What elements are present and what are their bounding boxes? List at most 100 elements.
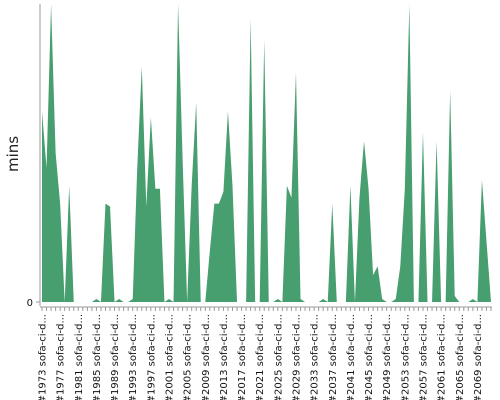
data-point <box>444 301 446 303</box>
data-point <box>422 131 424 133</box>
data-point <box>54 152 56 154</box>
data-point <box>177 3 179 5</box>
data-point <box>290 197 292 199</box>
data-point <box>132 298 134 300</box>
data-point <box>181 158 183 160</box>
data-point <box>399 265 401 267</box>
data-point <box>417 301 419 303</box>
data-point <box>281 301 283 303</box>
data-point <box>73 301 75 303</box>
data-point <box>327 301 329 303</box>
data-point <box>340 301 342 303</box>
x-tick-label: #2013 sofa-ci-d... <box>219 314 230 400</box>
data-point <box>317 301 319 303</box>
data-point <box>263 39 265 41</box>
data-point <box>349 185 351 187</box>
data-point <box>331 202 333 204</box>
data-point <box>227 110 229 112</box>
data-point <box>268 301 270 303</box>
data-point <box>231 185 233 187</box>
data-point <box>426 301 428 303</box>
data-point <box>82 301 84 303</box>
data-point <box>118 298 120 300</box>
data-point <box>286 185 288 187</box>
data-point <box>159 188 161 190</box>
data-point <box>249 18 251 20</box>
data-point <box>154 188 156 190</box>
x-tick-label: #1977 sofa-ci-d... <box>56 314 67 400</box>
x-tick-label: #2021 sofa-ci-d... <box>255 314 266 400</box>
x-tick-label: #2065 sofa-ci-d... <box>455 314 466 400</box>
data-point <box>385 301 387 303</box>
y-axis-title: mins <box>4 136 22 172</box>
x-tick-label: #2069 sofa-ci-d... <box>473 314 484 400</box>
data-point <box>186 301 188 303</box>
data-point <box>218 202 220 204</box>
data-point <box>408 3 410 5</box>
data-point <box>259 301 261 303</box>
data-point <box>45 167 47 169</box>
data-point <box>41 110 43 112</box>
x-tick-label: #2009 sofa-ci-d... <box>201 314 212 400</box>
data-point <box>136 167 138 169</box>
x-tick-label: #2025 sofa-ci-d... <box>273 314 284 400</box>
data-point <box>467 301 469 303</box>
x-tick-label: #2001 sofa-ci-d... <box>164 314 175 400</box>
data-point <box>113 301 115 303</box>
data-point <box>272 301 274 303</box>
data-point <box>209 250 211 252</box>
data-point <box>109 205 111 207</box>
data-point <box>222 191 224 193</box>
data-point <box>50 3 52 5</box>
data-point <box>122 301 124 303</box>
data-point <box>481 179 483 181</box>
x-tick-label: #2029 sofa-ci-d... <box>291 314 302 400</box>
data-point <box>63 301 65 303</box>
data-point <box>395 298 397 300</box>
data-point <box>59 202 61 204</box>
chart-plot-area <box>41 3 491 303</box>
x-tick-label: #1993 sofa-ci-d... <box>128 314 139 400</box>
data-point <box>213 202 215 204</box>
data-point <box>454 295 456 297</box>
y-axis-ticks: 0 <box>27 298 40 309</box>
data-point <box>195 101 197 103</box>
data-point <box>413 301 415 303</box>
data-point <box>345 301 347 303</box>
x-tick-label: #2045 sofa-ci-d... <box>364 314 375 400</box>
series-area <box>42 4 491 302</box>
x-axis-ticks: #1973 sofa-ci-d... #1977 sofa-ci-d... #198… <box>38 307 492 400</box>
data-point <box>77 301 79 303</box>
data-point <box>91 301 93 303</box>
data-point <box>449 89 451 91</box>
data-point <box>431 301 433 303</box>
data-point <box>435 140 437 142</box>
data-point <box>404 188 406 190</box>
data-point <box>172 301 174 303</box>
data-point <box>472 298 474 300</box>
data-point <box>254 301 256 303</box>
x-tick-label: #1973 sofa-ci-d... <box>38 314 49 400</box>
data-point <box>299 298 301 300</box>
data-point <box>141 65 143 67</box>
data-point <box>458 301 460 303</box>
data-point <box>204 301 206 303</box>
data-point <box>476 301 478 303</box>
data-point <box>245 301 247 303</box>
data-point <box>322 298 324 300</box>
data-point <box>127 301 129 303</box>
x-tick-label: #2041 sofa-ci-d... <box>346 314 357 400</box>
data-point <box>200 301 202 303</box>
data-point <box>168 298 170 300</box>
x-tick-label: #1989 sofa-ci-d... <box>110 314 121 400</box>
data-point <box>295 71 297 73</box>
data-point <box>336 301 338 303</box>
data-point <box>367 188 369 190</box>
data-point <box>463 301 465 303</box>
x-tick-label: #2049 sofa-ci-d... <box>382 314 393 400</box>
data-point <box>372 274 374 276</box>
data-point <box>150 116 152 118</box>
data-point <box>190 185 192 187</box>
x-tick-label: #2005 sofa-ci-d... <box>183 314 194 400</box>
